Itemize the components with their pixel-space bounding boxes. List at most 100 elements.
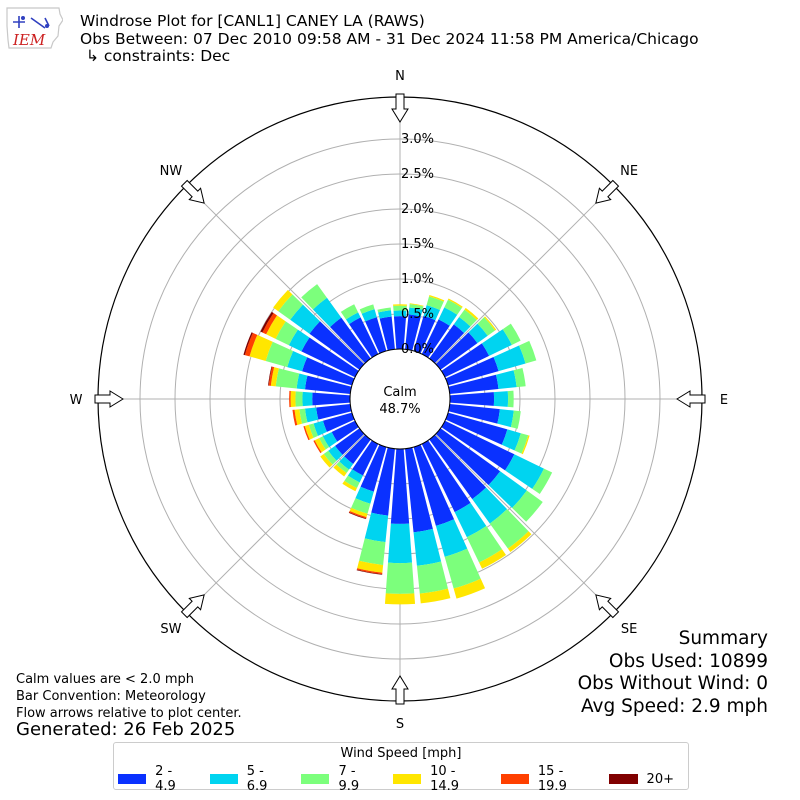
wind-bar-segment — [356, 569, 383, 575]
wind-bar-segment — [365, 317, 387, 354]
legend-item: 5 - 6.9 — [209, 764, 288, 794]
wind-bar-segment — [501, 429, 521, 451]
logo-text: IEM — [12, 31, 46, 49]
wind-bar-segment — [344, 475, 360, 489]
wind-bar-segment — [479, 549, 507, 569]
wind-bar-segment — [243, 332, 253, 356]
wind-bar-segment — [356, 568, 383, 575]
direction-label: NW — [160, 164, 183, 179]
wind-bar-segment — [435, 332, 478, 370]
legend-label: 15 - 19.9 — [537, 764, 567, 794]
legend-label: 5 - 6.9 — [246, 764, 268, 794]
wind-bar-segment — [413, 444, 455, 526]
wind-bar-segment — [393, 310, 407, 317]
wind-bar-segment — [423, 305, 441, 321]
wind-bar-segment — [275, 321, 298, 346]
note-calm: Calm values are < 2.0 mph — [16, 672, 195, 687]
wind-bar-segment — [249, 334, 273, 361]
wind-bar-segment — [512, 490, 543, 522]
wind-bar-segment — [464, 307, 479, 320]
wind-bar-segment — [302, 391, 313, 407]
wind-bar-segment — [265, 341, 294, 368]
wind-bar-segment — [302, 357, 355, 386]
wind-bar-segment — [323, 450, 337, 465]
wind-bar-segment — [429, 434, 487, 500]
wind-bar-segment — [408, 307, 423, 317]
wind-bar-segment — [290, 390, 296, 408]
wind-bar-segment — [445, 356, 499, 386]
wind-bar-segment — [507, 390, 514, 408]
wind-bar-segment — [466, 526, 503, 563]
wind-bar-segment — [449, 392, 495, 406]
legend-item: 20+ — [608, 764, 674, 794]
wind-bar-segment — [438, 307, 458, 326]
wind-bar-segment — [472, 487, 508, 524]
summary-block: Summary Obs Used: 10899 Obs Without Wind… — [578, 628, 768, 718]
wind-bar-segment — [292, 409, 298, 426]
legend: Wind Speed [mph] 2 - 4.9 5 - 6.9 7 - 9.9 10… — [113, 742, 689, 794]
obs-period: Obs Between: 07 Dec 2010 09:58 AM - 31 D… — [80, 30, 699, 48]
wind-bar-segment — [448, 404, 500, 424]
wind-bar-segment — [459, 309, 477, 327]
wind-bar-segment — [314, 438, 326, 453]
wind-bar-segment — [268, 366, 273, 386]
wind-bar-segment — [359, 304, 375, 314]
wind-bar-segment — [260, 311, 274, 333]
wind-bar-segment — [371, 447, 395, 516]
wind-bar-segment — [421, 440, 471, 513]
direction-label: E — [720, 393, 728, 408]
wind-bar-segment — [384, 593, 416, 605]
direction-label: W — [70, 393, 83, 408]
wind-bar-segment — [453, 317, 471, 334]
radial-tick-label: 0.5% — [401, 307, 434, 322]
flow-arrow-icon — [180, 179, 205, 204]
wind-bar-segment — [299, 408, 308, 424]
wind-bar-segment — [303, 425, 310, 441]
wind-bar-segment — [336, 461, 350, 474]
wind-bar-segment — [339, 456, 354, 470]
summary-obs-without-wind: Obs Without Wind: 0 — [577, 673, 768, 694]
generated-date: Generated: 26 Feb 2025 — [16, 719, 236, 740]
wind-bar-segment — [507, 531, 532, 552]
legend-items: 2 - 4.9 5 - 6.9 7 - 9.9 10 - 14.9 15 - 19.9 2… — [114, 764, 688, 794]
wind-bar-segment — [364, 512, 389, 543]
wind-bar-segment — [322, 432, 338, 448]
notes-block: Calm values are < 2.0 mph Bar Convention… — [16, 671, 242, 722]
wind-bar-segment — [301, 284, 327, 310]
wind-bar-segment — [344, 434, 371, 464]
flow-arrow-icon — [391, 93, 409, 123]
wind-bar-segment — [513, 368, 526, 388]
direction-label: NE — [620, 164, 638, 179]
wind-bar-segment — [316, 404, 352, 420]
wind-bar-segment — [441, 343, 490, 378]
wind-bar-segment — [268, 366, 275, 386]
wind-bar-segment — [405, 314, 421, 351]
calm-circle — [349, 348, 451, 450]
wind-bar-segment — [413, 528, 442, 566]
wind-bar-segment — [333, 464, 347, 477]
calm-label: Calm — [383, 385, 416, 400]
wind-bar-segment — [266, 315, 286, 339]
grid-spoke — [186, 185, 365, 364]
grid-spoke — [435, 185, 614, 364]
wind-bar-segment — [521, 435, 530, 455]
wind-bar-segment — [308, 423, 319, 438]
wind-bar-segment — [493, 391, 509, 407]
legend-label: 20+ — [646, 771, 674, 787]
wind-bar-segment — [296, 373, 308, 390]
wind-bar-segment — [377, 307, 391, 313]
wind-bar-segment — [345, 312, 361, 325]
legend-item: 7 - 9.9 — [301, 764, 379, 794]
wind-bar-segment — [340, 304, 359, 320]
wind-bar-segment — [419, 588, 451, 604]
wind-bar-segment — [444, 299, 462, 315]
wind-bar-segment — [349, 511, 367, 519]
wind-bar-segment — [447, 298, 463, 308]
wind-bar-segment — [330, 317, 371, 364]
wind-bar-segment — [468, 323, 488, 344]
radial-tick-label: 2.0% — [401, 202, 434, 217]
flow-arrow-icon — [595, 594, 620, 619]
wind-bar-segment — [416, 561, 448, 594]
wind-bar-segment — [275, 368, 300, 389]
